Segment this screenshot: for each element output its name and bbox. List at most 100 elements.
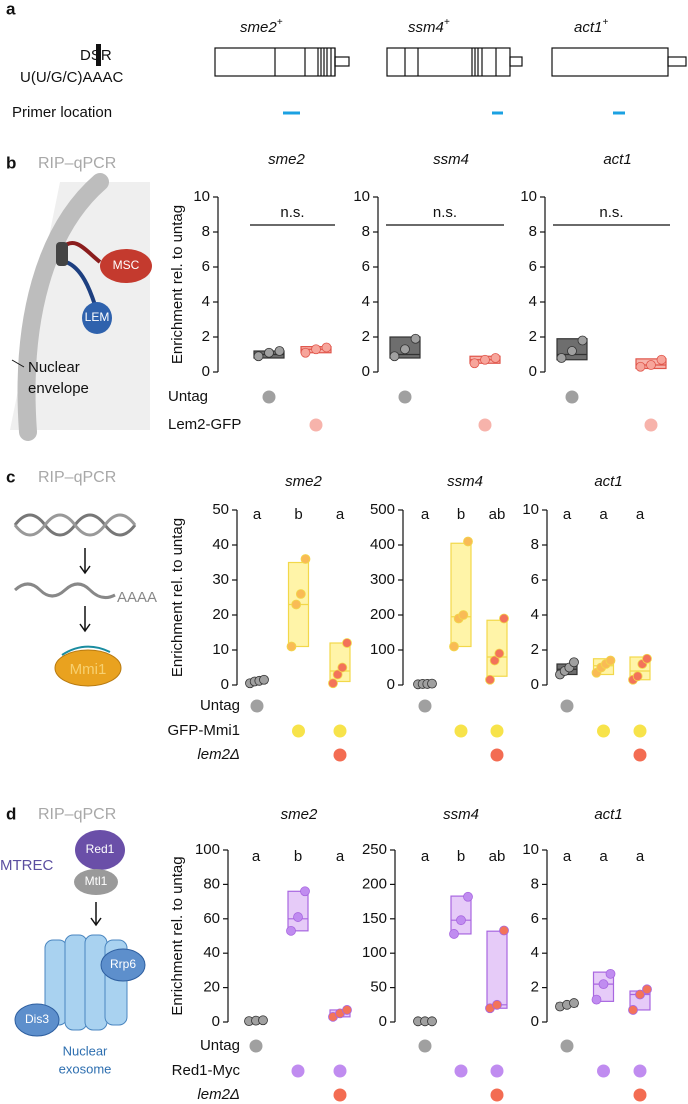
mmi1: [54, 649, 122, 687]
data-point: [300, 347, 311, 358]
condition-dot: [490, 1088, 504, 1102]
box: [287, 890, 309, 932]
significance-letter: a: [421, 848, 430, 865]
arrow: [90, 902, 102, 927]
y-tick-label: 8: [362, 223, 370, 240]
annotation: n.s.: [599, 204, 623, 221]
data-point: [337, 662, 348, 673]
data-point: [295, 589, 306, 599]
condition-dot: [333, 748, 347, 762]
data-point: [489, 655, 500, 666]
y-tick-label: 10: [212, 641, 229, 658]
condition-dot: [560, 1039, 574, 1053]
data-point: [286, 641, 297, 652]
significance-letter: b: [457, 506, 465, 523]
significance-letter: a: [563, 506, 572, 523]
data-point: [258, 1015, 268, 1026]
data-point: [492, 999, 502, 1010]
box: [486, 930, 508, 1009]
condition-label: lem2Δ: [197, 746, 240, 763]
y-tick-label: 10: [193, 188, 210, 205]
envelope-label: envelope: [28, 380, 89, 397]
condition-dot: [249, 1039, 263, 1053]
significance-letter: a: [336, 848, 345, 865]
y-tick-label: 0: [531, 676, 539, 693]
arrow: [79, 548, 91, 575]
significance-letter: b: [294, 506, 302, 523]
y-tick-label: 50: [212, 501, 229, 518]
primer-label: Primer location: [12, 104, 112, 121]
y-tick-label: 2: [529, 328, 537, 345]
data-point: [569, 998, 579, 1008]
chart-title: sme2: [281, 806, 318, 823]
bound-rna: [61, 645, 111, 656]
significance-letter: a: [421, 506, 430, 523]
condition-dot: [633, 724, 647, 738]
polya: AAAA: [117, 589, 157, 606]
panel-label: c: [6, 467, 15, 486]
chart-title: act1: [594, 473, 622, 490]
data-point: [463, 891, 473, 902]
condition-dot: [633, 1088, 647, 1102]
condition-dot: [597, 724, 610, 738]
data-point: [293, 912, 303, 922]
exosome-label: exosome: [59, 1061, 112, 1076]
method: RIP–qPCR: [38, 469, 116, 486]
data-point: [642, 984, 652, 995]
envelope: [17, 173, 109, 441]
nucleus: [10, 182, 150, 430]
chart-title: sme2: [268, 151, 305, 168]
anchor: [56, 242, 68, 266]
mmi1-label: Mmi1: [70, 661, 107, 678]
condition-dot: [418, 699, 432, 713]
data-point: [291, 599, 302, 610]
data-point: [591, 994, 602, 1005]
condition-dot: [262, 390, 276, 404]
y-tick-label: 2: [202, 328, 210, 345]
data-point: [556, 353, 567, 363]
y-tick-label: 6: [531, 571, 539, 588]
y-tick-label: 0: [529, 363, 537, 380]
significance-letter: a: [599, 506, 608, 523]
y-tick-label: 100: [362, 944, 387, 961]
box: [486, 619, 508, 677]
condition-dot: [478, 418, 492, 432]
y-tick-label: 0: [387, 676, 395, 693]
data-point: [400, 344, 410, 355]
data-point: [598, 979, 609, 990]
condition-dot: [633, 748, 647, 762]
y-tick-label: 40: [212, 536, 229, 553]
data-point: [463, 536, 473, 547]
significance-letter: b: [457, 848, 465, 865]
condition-label: Untag: [168, 388, 208, 405]
y-tick-label: 0: [379, 1013, 387, 1030]
rna: [13, 582, 116, 600]
data-point: [427, 1016, 437, 1027]
lem-link: [65, 260, 97, 306]
y-tick-label: 80: [203, 875, 220, 892]
y-tick-label: 100: [370, 641, 395, 658]
dis3: [14, 1003, 60, 1037]
data-point: [569, 657, 579, 668]
significance-letter: a: [252, 848, 261, 865]
y-tick-label: 8: [529, 223, 537, 240]
condition-label: Red1-Myc: [172, 1062, 241, 1079]
data-point: [253, 351, 264, 362]
data-point: [410, 333, 421, 344]
y-tick-label: 40: [203, 944, 220, 961]
data-point: [577, 335, 588, 346]
data-point: [332, 669, 343, 680]
data-point: [567, 346, 577, 356]
y-tick-label: 150: [362, 910, 387, 927]
condition-dot: [633, 1064, 647, 1078]
data-point: [635, 989, 645, 1000]
panel-label: a: [6, 0, 16, 18]
y-tick-label: 100: [195, 841, 220, 858]
y-tick-label: 20: [203, 979, 220, 996]
box: [450, 542, 472, 648]
chart-title: sme2: [285, 473, 322, 490]
data-point: [494, 648, 505, 659]
y-axis-label: Enrichment rel. to untag: [169, 518, 186, 677]
condition-dot: [333, 1088, 347, 1102]
y-tick-label: 0: [212, 1013, 220, 1030]
